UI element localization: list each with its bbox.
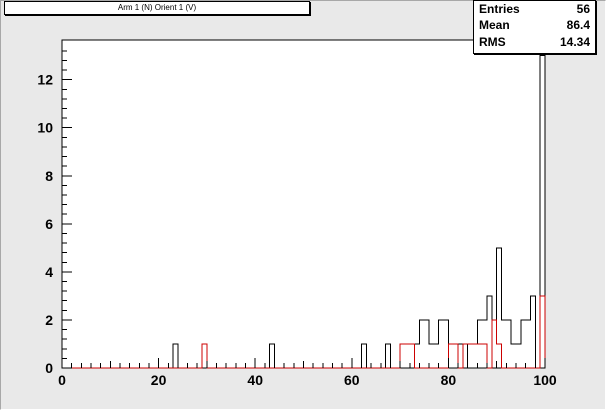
x-tick-label: 100 [533,372,557,388]
stat-value: 86.4 [566,18,590,32]
x-tick-label: 20 [151,372,167,388]
x-tick-label: 0 [58,372,66,388]
x-tick-label: 60 [344,372,360,388]
y-tick-label: 8 [45,168,53,184]
y-tick-label: 4 [45,264,53,280]
histogram-series-sub [62,295,546,369]
y-tick-label: 10 [37,120,53,136]
y-tick-label: 6 [45,216,53,232]
stat-key: RMS [479,35,506,49]
plot-frame [61,39,546,369]
x-tick-label: 80 [441,372,457,388]
stat-row-mean: Mean 86.4 [479,18,590,34]
x-tick-label: 40 [247,372,263,388]
stat-key: Entries [479,2,520,16]
stat-value: 56 [576,2,590,16]
stat-value: 14.34 [559,35,590,49]
stat-row-rms: RMS 14.34 [479,35,590,51]
y-tick-label: 12 [37,72,53,88]
stat-row-entries: Entries 56 [479,2,590,18]
y-tick-label: 0 [45,360,53,376]
histogram-title: Arm 1 (N) Orient 1 (V) [4,1,310,15]
y-tick-label: 2 [45,312,53,328]
stats-box: Entries 56 Mean 86.4 RMS 14.34 [473,0,596,54]
stat-key: Mean [479,18,510,32]
title-text: Arm 1 (N) Orient 1 (V) [117,3,197,12]
